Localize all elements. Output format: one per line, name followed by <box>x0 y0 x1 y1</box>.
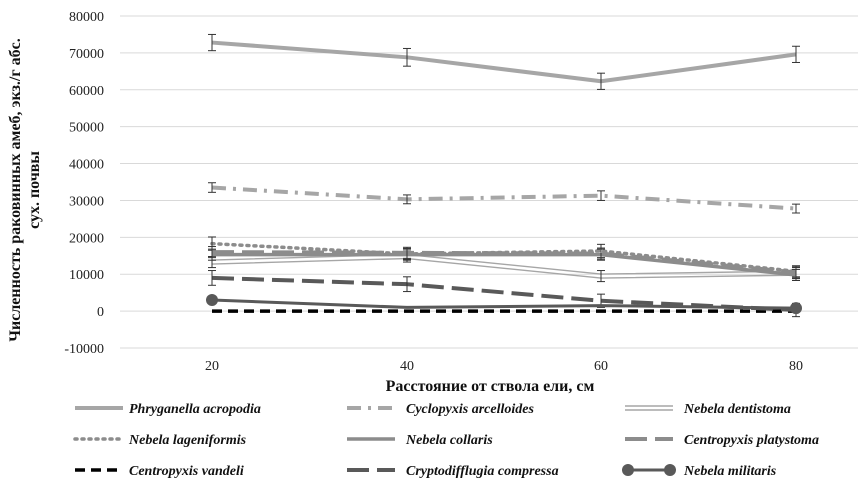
series-line <box>211 185 797 211</box>
series-line <box>211 250 797 275</box>
y-tick-label: 60000 <box>69 84 104 99</box>
plot-area <box>206 33 802 318</box>
legend-label: Nebela collaris <box>405 433 493 448</box>
legend-item: Nebela lageniformis <box>73 433 247 448</box>
series-phryganella-acropodia <box>208 33 800 90</box>
y-axis: -10000 0 10000 20000 30000 40000 50000 60000 700… <box>64 10 104 357</box>
series-line <box>211 298 797 310</box>
series-nebela-lageniformis <box>208 236 800 278</box>
y-tick-label: -10000 <box>64 342 104 357</box>
x-axis: 20 40 60 80 <box>205 359 803 374</box>
legend-label: Centropyxis platystoma <box>684 433 819 448</box>
legend-item: Nebela collaris <box>347 433 493 448</box>
legend-label: Nebela militaris <box>683 464 777 479</box>
data-point <box>206 294 218 307</box>
legend-marker <box>622 464 634 476</box>
series-cyclopyxis-arcelloides <box>208 182 800 214</box>
y-tick-label: 50000 <box>69 121 104 136</box>
y-axis-title: Численность раковинных амеб, экз./г абс.… <box>7 38 43 341</box>
grid <box>120 15 858 349</box>
y-tick-label: 10000 <box>69 268 104 283</box>
legend-item: Cyclopyxis arcelloides <box>347 402 534 417</box>
x-tick-label: 60 <box>594 359 608 374</box>
x-tick-label: 40 <box>400 359 414 374</box>
series-nebela-militaris <box>206 294 802 315</box>
legend-label: Centropyxis vandeli <box>129 464 244 479</box>
y-tick-label: 30000 <box>69 194 104 209</box>
legend: Phryganella acropodia Cyclopyxis arcelloi… <box>73 402 819 479</box>
legend-label: Phryganella acropodia <box>129 402 261 417</box>
series-line <box>211 253 797 275</box>
y-tick-label: 70000 <box>69 47 104 62</box>
series-line <box>211 257 797 279</box>
data-point <box>790 302 802 315</box>
series-line <box>211 40 797 84</box>
legend-label: Nebela lageniformis <box>128 433 247 448</box>
y-tick-label: 0 <box>97 305 104 320</box>
legend-item: Centropyxis platystoma <box>625 433 819 448</box>
legend-label: Cyclopyxis arcelloides <box>406 402 534 417</box>
legend-item: Phryganella acropodia <box>75 402 261 417</box>
legend-label: Nebela dentistoma <box>683 402 791 417</box>
y-tick-label: 80000 <box>69 10 104 25</box>
legend-label: Cryptodifflugia compressa <box>406 464 559 479</box>
y-tick-label: 20000 <box>69 231 104 246</box>
legend-item: Cryptodifflugia compressa <box>347 464 559 479</box>
y-tick-label: 40000 <box>69 158 104 173</box>
legend-item: Centropyxis vandeli <box>75 464 244 479</box>
legend-item: Nebela dentistoma <box>625 402 791 417</box>
x-axis-title: Расстояние от ствола ели, см <box>386 378 595 395</box>
x-tick-label: 20 <box>205 359 219 374</box>
series-centropyxis-platystoma <box>208 246 800 279</box>
x-tick-label: 80 <box>789 359 803 374</box>
series-nebela-dentistoma <box>208 250 800 283</box>
legend-item: Nebela militaris <box>622 464 777 479</box>
legend-marker <box>664 464 676 476</box>
